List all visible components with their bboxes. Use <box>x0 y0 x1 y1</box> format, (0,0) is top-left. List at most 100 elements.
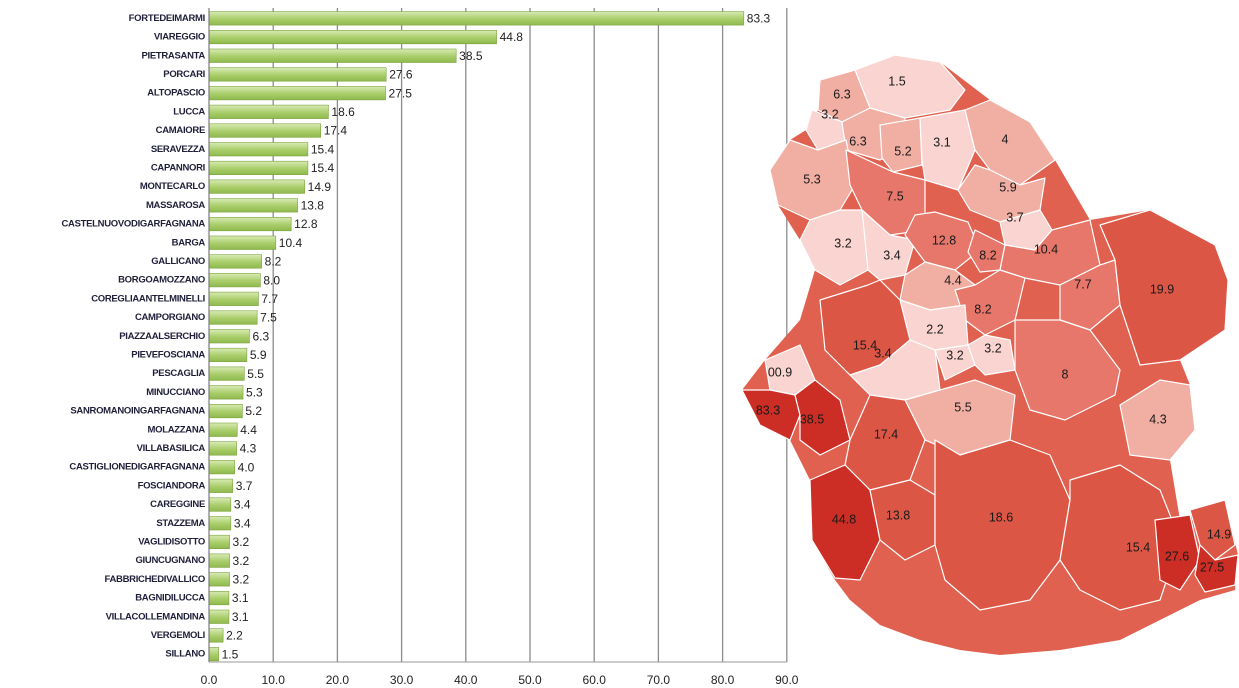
map-region <box>964 99 1056 186</box>
value-label: 15.4 <box>311 161 335 175</box>
value-label: 3.1 <box>232 610 249 624</box>
value-label: 2.2 <box>226 629 243 643</box>
map-value-label: 4.4 <box>944 273 961 287</box>
x-tick-label: 40.0 <box>454 673 478 687</box>
map-value-label: 13.8 <box>886 508 910 522</box>
bar <box>208 609 230 624</box>
bar <box>208 123 322 138</box>
map-value-label: 18.6 <box>989 510 1013 524</box>
map-value-label: 3.7 <box>1006 210 1023 224</box>
bar <box>208 460 235 475</box>
x-tick-label: 10.0 <box>262 673 286 687</box>
bar <box>208 198 298 213</box>
map-value-label: 8.2 <box>974 302 991 316</box>
bar <box>208 48 457 63</box>
map-value-label: 5.9 <box>999 180 1016 194</box>
map-value-label: 19.9 <box>1150 282 1174 296</box>
category-label: SILLANO <box>165 649 205 660</box>
grid-lines <box>272 8 788 662</box>
value-label: 4.0 <box>238 460 255 474</box>
category-label: CAPANNORI <box>151 162 205 173</box>
category-label: CASTELNUOVODIGARFAGNANA <box>61 219 205 230</box>
map-value-label: 6.3 <box>833 87 850 101</box>
map-value-label: 5.2 <box>894 144 911 158</box>
value-label: 3.2 <box>233 535 250 549</box>
map-value-label: 8 <box>1062 367 1069 381</box>
value-label: 1.5 <box>222 647 239 661</box>
category-label: MINUCCIANO <box>146 387 205 398</box>
value-label: 8.0 <box>263 273 280 287</box>
value-label: 17.4 <box>324 124 348 138</box>
category-label: CAREGGINE <box>150 499 205 510</box>
x-tick-label: 0.0 <box>201 673 218 687</box>
category-label: BORGOAMOZZANO <box>118 275 205 286</box>
map-value-label: 7.7 <box>1074 277 1091 291</box>
category-label: VILLACOLLEMANDINA <box>106 611 206 622</box>
category-label: VERGEMOLI <box>151 630 205 641</box>
category-label: ALTOPASCIO <box>147 88 205 99</box>
x-tick-label: 50.0 <box>518 673 542 687</box>
category-label: FABBRICHEDIVALLICO <box>104 574 205 585</box>
bar <box>208 86 386 101</box>
map-region <box>1014 319 1121 421</box>
category-label: CAMPORGIANO <box>135 312 205 323</box>
value-label: 27.6 <box>389 68 413 82</box>
map-region <box>934 439 1071 611</box>
value-label: 38.5 <box>459 49 483 63</box>
category-label: COREGLIAANTELMINELLI <box>91 293 205 304</box>
category-label: GIUNCUGNANO <box>135 555 205 566</box>
bar <box>208 366 245 381</box>
category-label: BARGA <box>172 237 206 248</box>
value-label: 7.5 <box>260 311 277 325</box>
category-label: VIAREGGIO <box>154 32 205 43</box>
bar <box>208 478 234 493</box>
x-tick-label: 20.0 <box>326 673 350 687</box>
value-label: 83.3 <box>747 12 771 26</box>
bar <box>208 385 244 400</box>
category-label: CAMAIORE <box>156 125 205 136</box>
value-label: 15.4 <box>311 142 335 156</box>
bar <box>208 235 277 250</box>
category-label: LUCCA <box>173 106 205 117</box>
value-label: 3.4 <box>234 498 251 512</box>
category-label: BAGNIDILUCCA <box>135 593 205 604</box>
map-value-label: 00.9 <box>768 365 792 379</box>
map-value-label: 27.5 <box>1200 560 1224 574</box>
value-label: 13.8 <box>301 199 325 213</box>
bar <box>208 273 261 288</box>
map-region <box>879 117 923 173</box>
map-value-label: 27.6 <box>1165 549 1189 563</box>
value-label: 7.7 <box>261 292 278 306</box>
category-label: PESCAGLIA <box>152 368 205 379</box>
bar <box>208 291 259 306</box>
map-value-label: 3.1 <box>933 135 950 149</box>
value-label: 4.3 <box>240 442 257 456</box>
value-label: 3.1 <box>232 591 249 605</box>
map-value-label: 3.4 <box>883 248 900 262</box>
category-label: SANROMANOINGARFAGNANA <box>70 406 205 417</box>
category-label: FOSCIANDORA <box>138 480 206 491</box>
map-value-label: 3.2 <box>984 341 1001 355</box>
category-label: PIETRASANTA <box>141 50 205 61</box>
map-region <box>794 379 851 456</box>
category-label: CASTIGLIONEDIGARFAGNANA <box>69 462 205 473</box>
bar <box>208 647 219 662</box>
bar <box>208 572 230 587</box>
map-value-label: 4 <box>1002 132 1009 146</box>
bar <box>208 217 292 232</box>
map-region <box>1154 514 1201 591</box>
map-value-label: 17.4 <box>874 427 898 441</box>
value-label: 5.9 <box>250 348 267 362</box>
map-value-label: 44.8 <box>832 512 856 526</box>
value-label: 3.7 <box>236 479 253 493</box>
category-label: GALLICANO <box>151 256 205 267</box>
value-label: 12.8 <box>294 217 318 231</box>
category-label: SERAVEZZA <box>151 144 206 155</box>
map-value-label: 38.5 <box>800 412 824 426</box>
map-value-label: 1.5 <box>888 74 905 88</box>
bar <box>208 310 258 325</box>
x-tick-label: 90.0 <box>775 673 799 687</box>
value-label: 5.5 <box>247 367 264 381</box>
value-label: 44.8 <box>500 30 524 44</box>
category-label: VAGLIDISOTTO <box>138 536 205 547</box>
